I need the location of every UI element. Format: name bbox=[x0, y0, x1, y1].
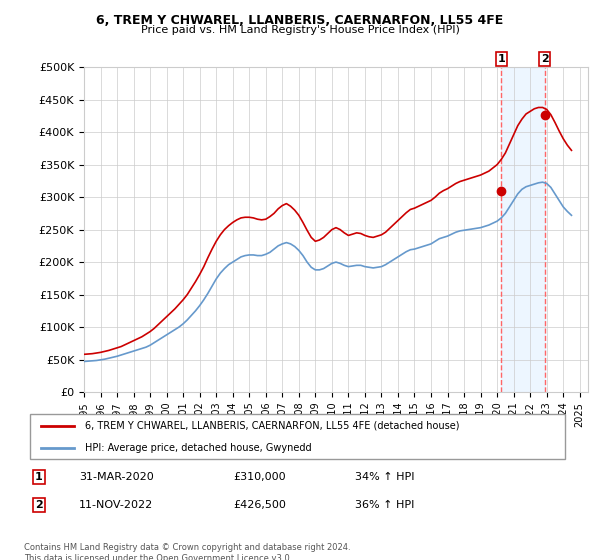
Text: 1: 1 bbox=[497, 54, 505, 64]
FancyBboxPatch shape bbox=[29, 414, 565, 459]
Text: Price paid vs. HM Land Registry's House Price Index (HPI): Price paid vs. HM Land Registry's House … bbox=[140, 25, 460, 35]
Text: 31-MAR-2020: 31-MAR-2020 bbox=[79, 472, 154, 482]
Text: 34% ↑ HPI: 34% ↑ HPI bbox=[355, 472, 415, 482]
Text: 6, TREM Y CHWAREL, LLANBERIS, CAERNARFON, LL55 4FE (detached house): 6, TREM Y CHWAREL, LLANBERIS, CAERNARFON… bbox=[85, 421, 459, 431]
Text: Contains HM Land Registry data © Crown copyright and database right 2024.
This d: Contains HM Land Registry data © Crown c… bbox=[24, 543, 350, 560]
Bar bbox=[501, 67, 545, 392]
Text: 6, TREM Y CHWAREL, LLANBERIS, CAERNARFON, LL55 4FE: 6, TREM Y CHWAREL, LLANBERIS, CAERNARFON… bbox=[97, 14, 503, 27]
Text: HPI: Average price, detached house, Gwynedd: HPI: Average price, detached house, Gwyn… bbox=[85, 443, 311, 453]
Text: 2: 2 bbox=[35, 500, 43, 510]
Text: 2: 2 bbox=[541, 54, 548, 64]
Text: £426,500: £426,500 bbox=[234, 500, 287, 510]
Text: £310,000: £310,000 bbox=[234, 472, 286, 482]
Text: 11-NOV-2022: 11-NOV-2022 bbox=[79, 500, 154, 510]
Text: 1: 1 bbox=[35, 472, 43, 482]
Text: 36% ↑ HPI: 36% ↑ HPI bbox=[355, 500, 415, 510]
